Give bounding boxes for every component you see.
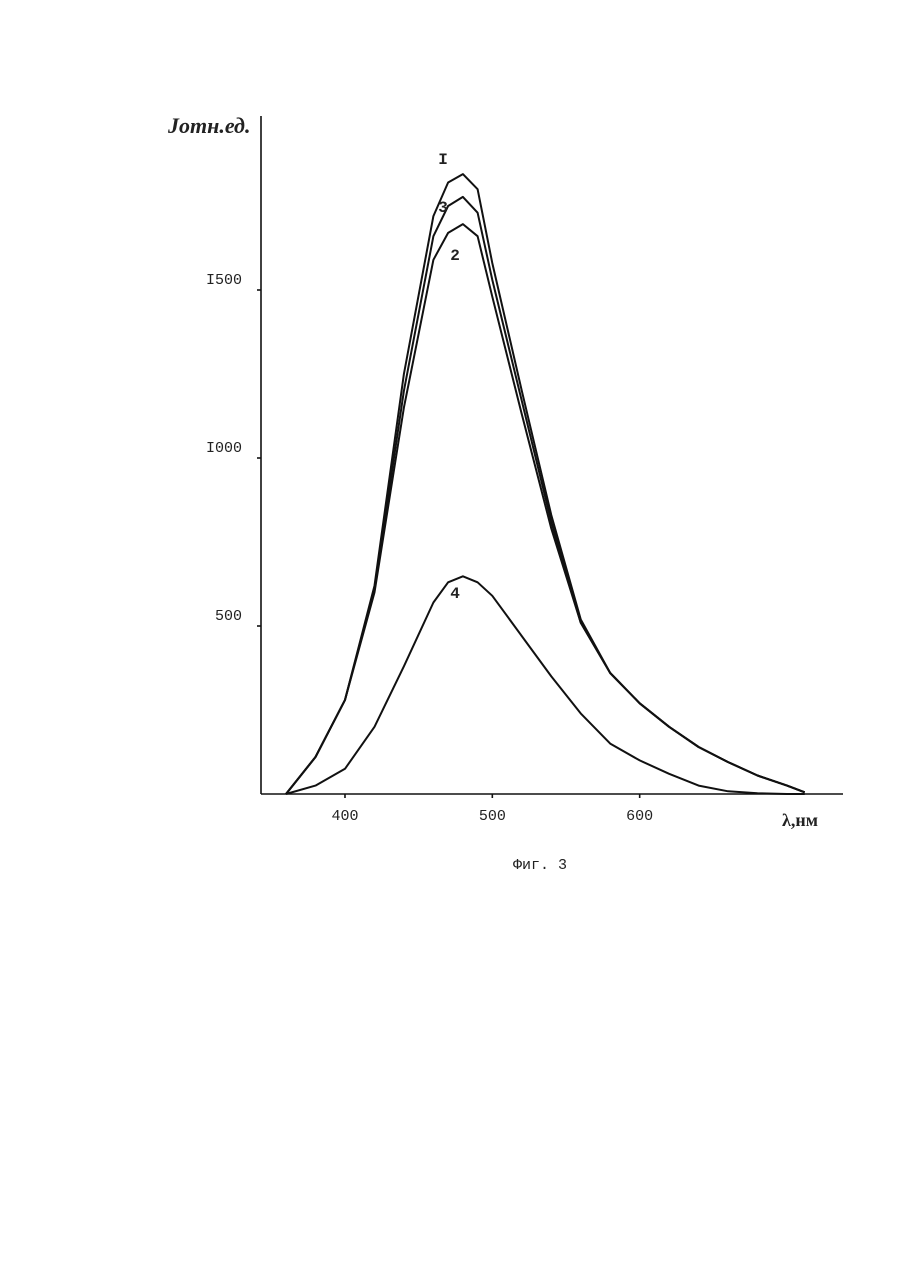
- caption: Фиг. 3: [513, 857, 567, 874]
- y-tick-label: I000: [206, 440, 242, 457]
- chart: Jотн.ед. λ,нм Фиг. 3 500 I000 I500 400 500 60…: [0, 0, 900, 1273]
- y-axis-label: Jотн.ед.: [167, 113, 250, 138]
- line: [286, 197, 805, 794]
- line: [286, 174, 805, 794]
- y-tick-label: I500: [206, 272, 242, 289]
- x-tick-label: 500: [479, 808, 506, 825]
- series-label: 3: [438, 199, 448, 217]
- line: [286, 224, 805, 794]
- x-axis-label: λ,нм: [782, 810, 818, 830]
- series-label: I: [438, 151, 448, 169]
- y-tick-label: 500: [215, 608, 242, 625]
- x-tick-label: 600: [626, 808, 653, 825]
- series-label: 4: [450, 585, 460, 603]
- x-tick-label: 400: [331, 808, 358, 825]
- series-label: 2: [450, 247, 460, 265]
